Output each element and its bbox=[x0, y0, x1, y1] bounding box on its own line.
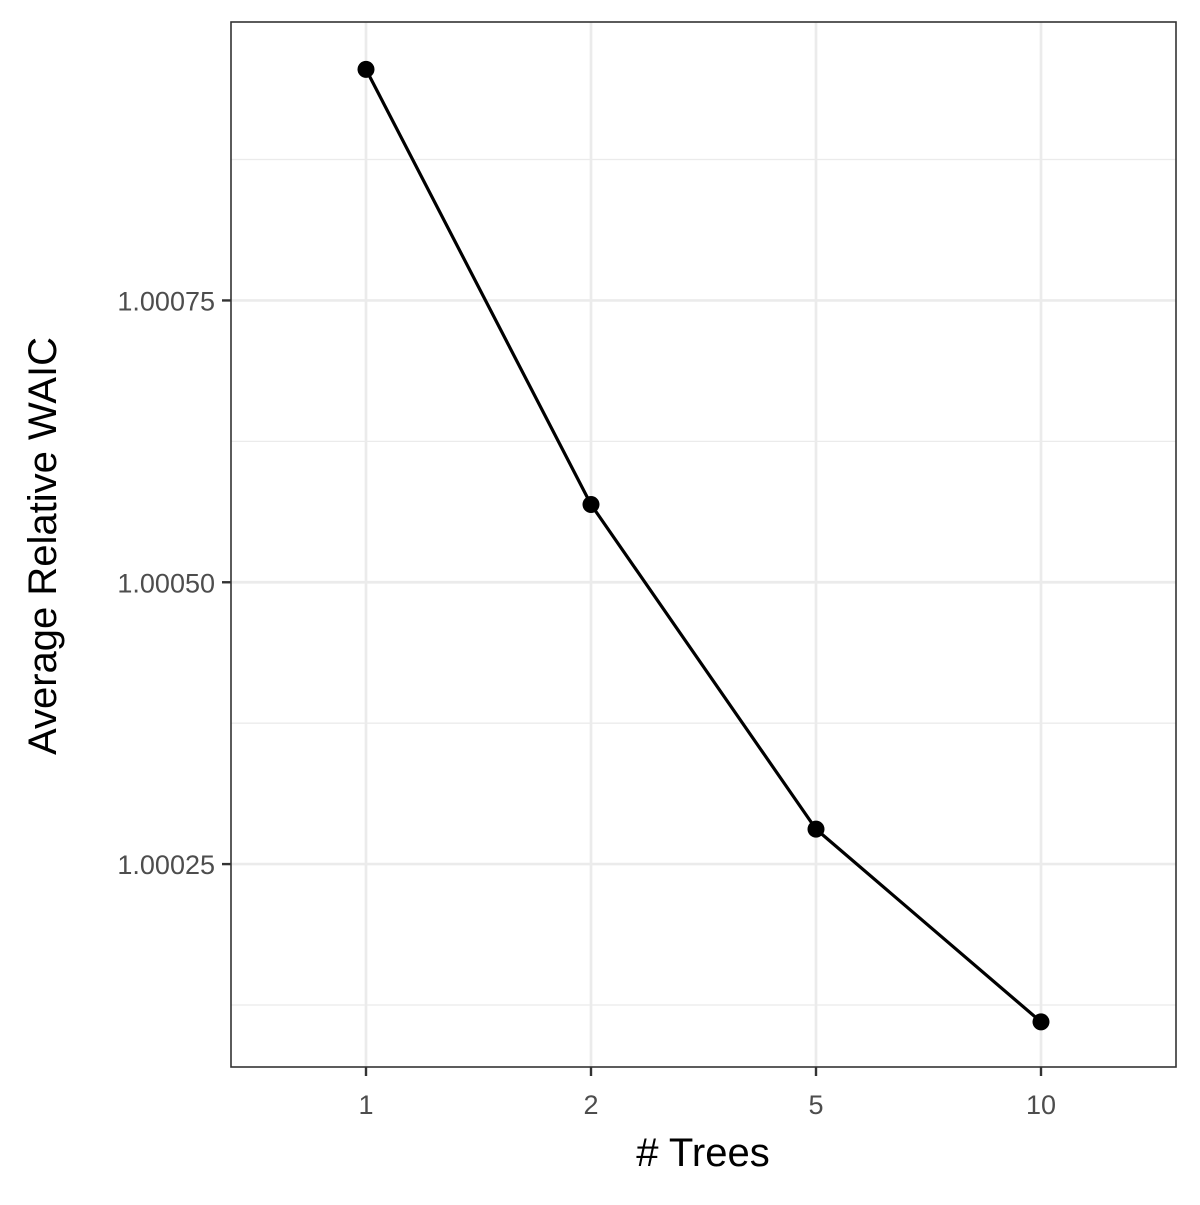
data-point bbox=[357, 60, 375, 78]
y-tick-label: 1.00075 bbox=[117, 286, 215, 316]
y-tick-label: 1.00025 bbox=[117, 850, 215, 880]
gridlines bbox=[231, 22, 1176, 1067]
data-point bbox=[582, 495, 600, 513]
data-point bbox=[807, 820, 825, 838]
y-axis-title: Average Relative WAIC bbox=[21, 337, 65, 755]
x-axis-title: # Trees bbox=[636, 1131, 769, 1175]
panel-border bbox=[230, 21, 1177, 1068]
y-tick-label: 1.00050 bbox=[117, 568, 215, 598]
series-line bbox=[364, 68, 1043, 1024]
x-tick-label: 1 bbox=[358, 1090, 373, 1120]
x-tick-label: 2 bbox=[583, 1090, 598, 1120]
x-tick-label: 5 bbox=[808, 1090, 823, 1120]
data-series bbox=[357, 60, 1050, 1031]
data-point bbox=[1032, 1013, 1050, 1031]
x-tick-label: 10 bbox=[1026, 1090, 1056, 1120]
axes: 1.00025 1.00050 1.00075 1 2 5 10 bbox=[117, 21, 1177, 1120]
